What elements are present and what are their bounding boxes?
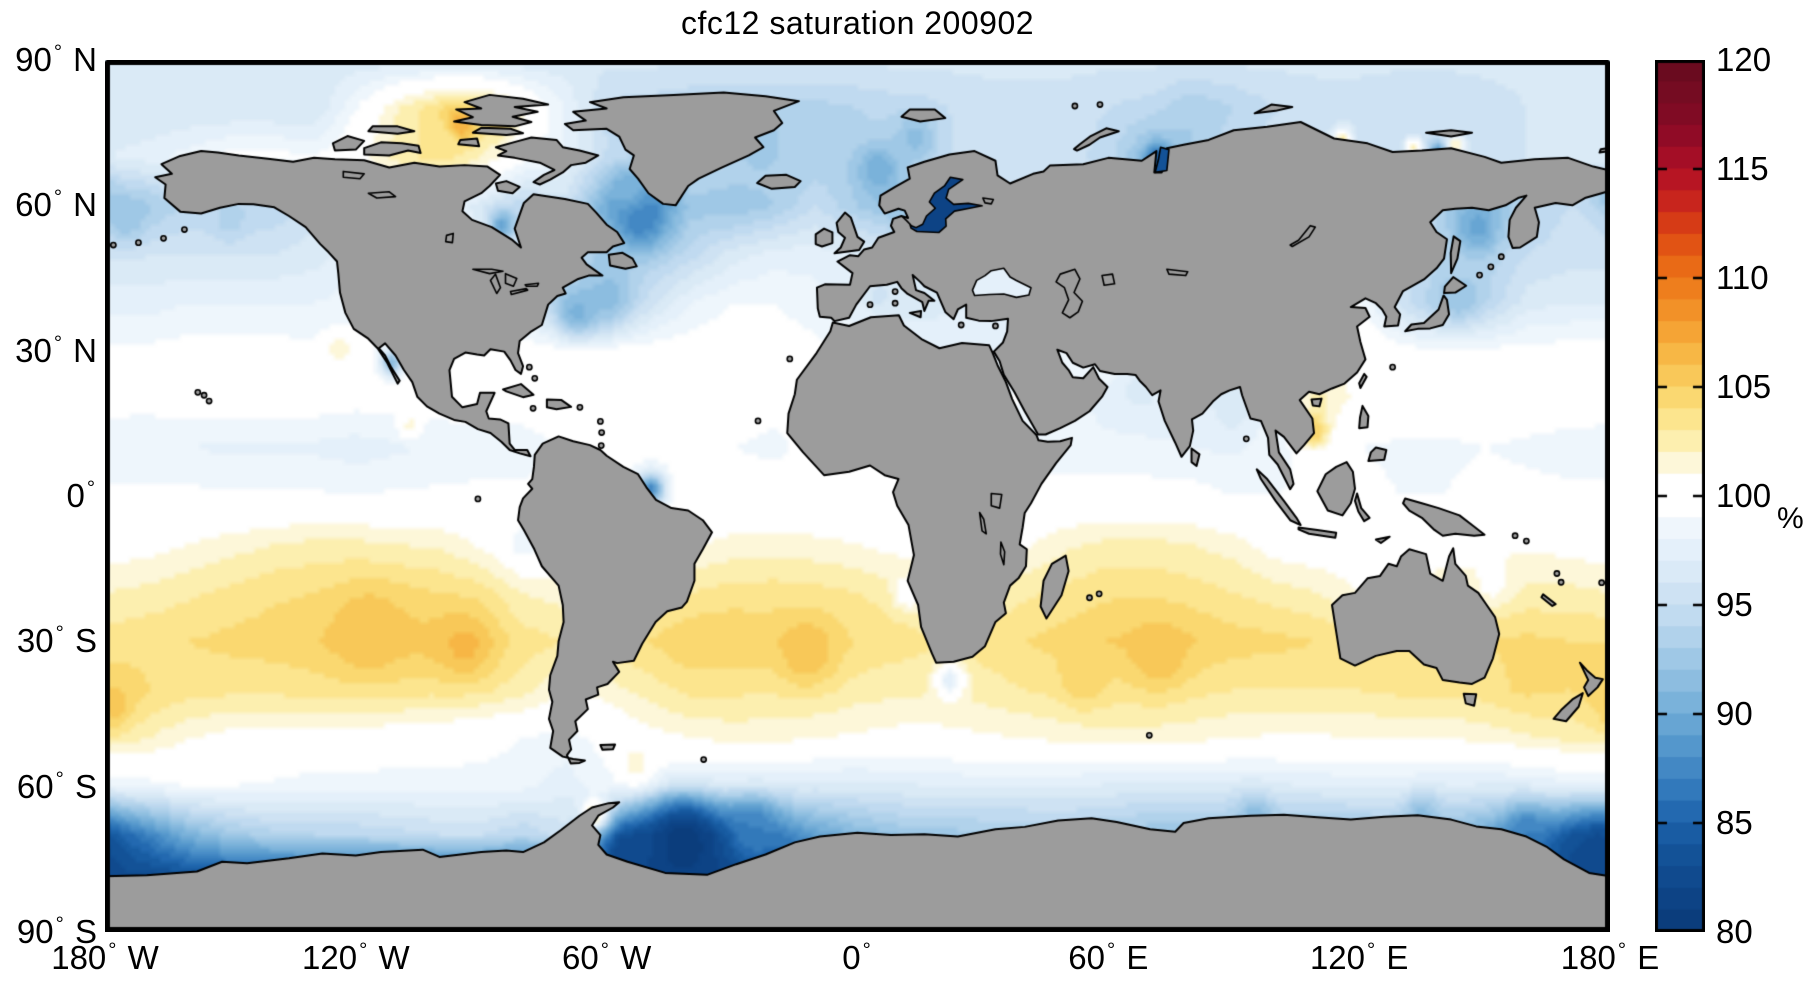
lat-tick-label: 60° N bbox=[15, 185, 97, 224]
lat-tick-label: 30° N bbox=[15, 330, 97, 369]
world-map-canvas bbox=[105, 60, 1610, 932]
lon-tick-label: 120° W bbox=[302, 938, 410, 976]
lon-tick-label: 180° W bbox=[51, 938, 159, 976]
lon-tick-label: 180° E bbox=[1560, 938, 1660, 976]
colorbar-unit-label: % bbox=[1777, 502, 1804, 535]
lon-tick-label: 120° E bbox=[1309, 938, 1409, 976]
lon-tick-label: 60° W bbox=[562, 938, 652, 976]
colorbar-tick-label: 80 bbox=[1716, 913, 1753, 950]
colorbar-tick-label: 85 bbox=[1716, 804, 1753, 841]
plot-title: cfc12 saturation 200902 bbox=[680, 5, 1035, 41]
colorbar-tick-label: 110 bbox=[1716, 259, 1769, 296]
lat-tick-label: 0° bbox=[66, 476, 95, 514]
lat-tick-label: 90° N bbox=[15, 40, 97, 78]
lat-tick-label: 30° S bbox=[16, 621, 97, 660]
lon-tick-label: 60° E bbox=[1068, 938, 1149, 976]
colorbar-tick-label: 100 bbox=[1716, 477, 1772, 514]
colorbar-tick-label: 115 bbox=[1716, 150, 1769, 187]
colorbar-canvas bbox=[1655, 60, 1705, 932]
colorbar-tick-label: 105 bbox=[1716, 368, 1772, 405]
colorbar-tick-label: 90 bbox=[1716, 695, 1753, 732]
colorbar-tick-label: 120 bbox=[1716, 41, 1772, 78]
lon-tick-label: 0° bbox=[842, 938, 871, 976]
lat-tick-label: 90° S bbox=[16, 912, 97, 950]
colorbar-tick-label: 95 bbox=[1716, 586, 1753, 623]
lat-tick-label: 60° S bbox=[16, 766, 97, 805]
